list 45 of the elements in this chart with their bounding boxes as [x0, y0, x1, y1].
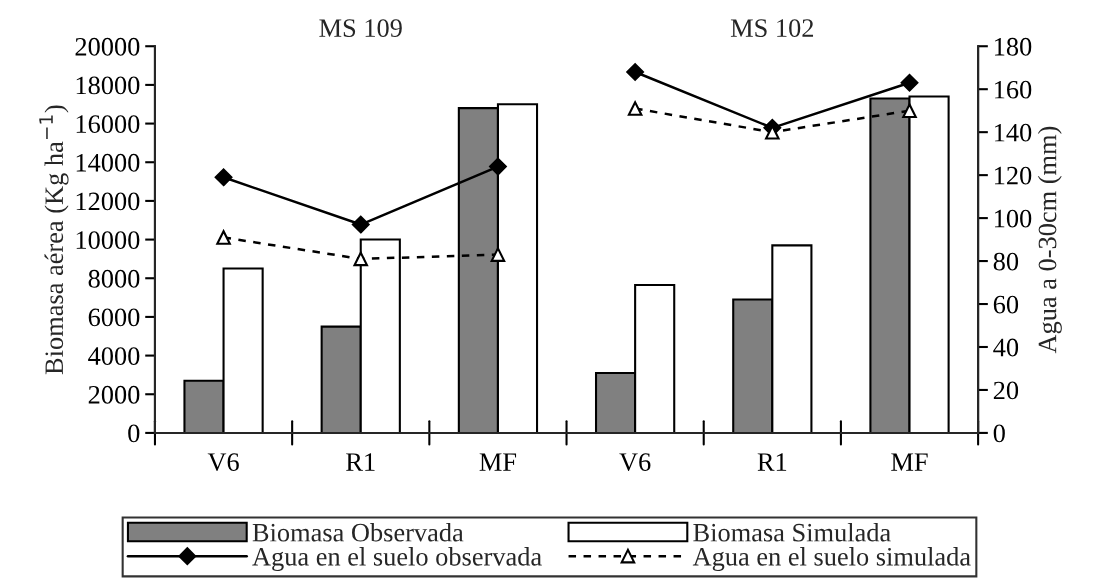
point: [353, 251, 369, 267]
y-tick-label: 6000: [88, 308, 140, 327]
y-tick-label: 4000: [88, 347, 140, 365]
point: [489, 157, 507, 176]
x-tick-label: R1: [757, 453, 787, 471]
y-tick-label: 12000: [76, 192, 140, 211]
y2-tick-label: 180: [995, 37, 1032, 56]
point: [214, 168, 233, 187]
y2-tick-label: 100: [995, 209, 1032, 228]
point: [902, 103, 917, 118]
y2-tick-label: 20: [993, 381, 1019, 400]
y2-axis-title: Agua a 0-30cm (mm): [1037, 126, 1062, 354]
y-tick-label: 14000: [76, 153, 140, 172]
point: [626, 63, 645, 81]
point: [490, 247, 506, 262]
y-tick-label: 2000: [88, 385, 140, 404]
y-tick-label: 20000: [75, 37, 140, 56]
y2-tick-label: 80: [993, 252, 1019, 271]
legend-label: Biomasa Observada: [252, 522, 464, 542]
point: [351, 215, 370, 234]
y-tick-label: 8000: [88, 269, 140, 288]
x-tick-label: MF: [891, 453, 928, 471]
y-axis-title: Biomasa aérea (Kg ha$^{−1}$): [39, 105, 69, 375]
text: MS 102: [730, 19, 814, 38]
point: [627, 101, 643, 116]
point: [216, 230, 231, 245]
y2-tick-label: 120: [995, 166, 1032, 185]
y2-tick-label: 60: [993, 295, 1019, 314]
text: MS 109: [319, 19, 402, 38]
x-tick-label: R1: [346, 453, 375, 471]
legend-label: Agua en el suelo simulada: [692, 547, 971, 572]
y2-tick-label: 40: [993, 338, 1019, 357]
y-tick-label: 10000: [76, 231, 140, 249]
y-tick-label: 16000: [76, 115, 140, 133]
x-tick-label: MF: [479, 453, 517, 471]
legend-label: Agua en el suelo observada: [252, 547, 542, 572]
x-tick-label: V6: [619, 453, 651, 472]
y-tick-label: 18000: [76, 76, 140, 95]
y2-tick-label: 140: [995, 123, 1032, 142]
y-tick-label: 0: [128, 424, 140, 443]
x-tick-label: V6: [207, 453, 239, 472]
legend-label: Biomasa Simulada: [693, 522, 891, 542]
y2-tick-label: 160: [995, 80, 1032, 99]
point: [900, 73, 919, 92]
y2-tick-label: 0: [993, 424, 1005, 443]
